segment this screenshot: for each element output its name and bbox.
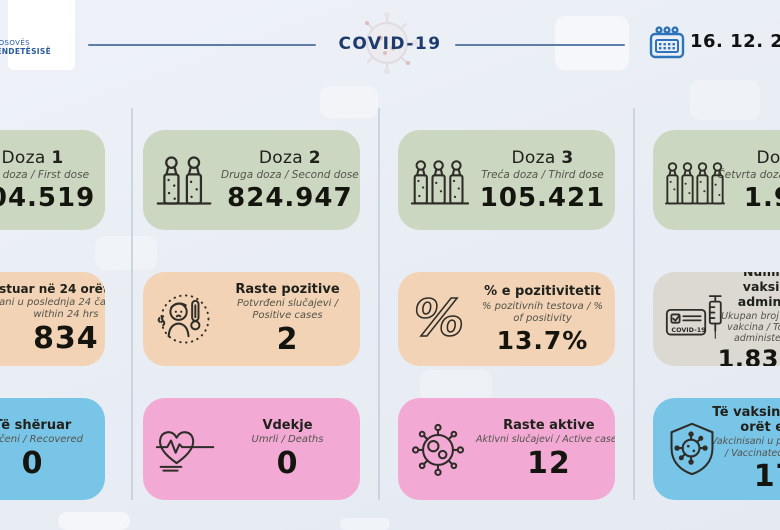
background-watermark — [340, 518, 390, 530]
svg-text:%: % — [414, 292, 464, 346]
card-subtitle: Aktivni slučajevi / Active cases — [476, 434, 615, 446]
card-value: 904.519 — [0, 182, 96, 213]
card-value: 1.836.787 — [717, 344, 780, 366]
ampoules-2-icon — [155, 153, 215, 207]
calendar-icon — [649, 26, 685, 59]
card-title: Doza 4 — [756, 148, 780, 169]
card-value: 2 — [276, 321, 299, 357]
sick-person-icon — [155, 292, 213, 346]
card-title: Doza 3 — [511, 148, 574, 169]
card-title: % e pozitivitetit — [484, 284, 601, 300]
svg-text:COVID-19: COVID-19 — [671, 326, 706, 334]
card-subtitle: Ukupan broj administriranih vakcina / To… — [721, 310, 780, 345]
card-value: 12 — [526, 445, 571, 481]
card-subtitle: Prva doza / First dose — [0, 169, 90, 182]
card-subtitle: Druga doza / Second dose — [221, 169, 359, 182]
card-title: Të testuar në 24 orët e fundit — [0, 282, 105, 297]
heart-pulse-icon — [155, 424, 217, 474]
card-recovered: Të shëruar Izlečeni / Recovered 0 — [0, 398, 105, 500]
card-value: 0 — [276, 445, 299, 481]
card-subtitle: Testirani u poslednja 24 časa / Tested w… — [0, 297, 105, 321]
column-divider — [633, 108, 635, 500]
card-positive-cases: Raste pozitive Potvrđeni slučajevi / Pos… — [143, 272, 360, 366]
card-value: 1.900 — [743, 182, 780, 213]
card-title: Të vaksinuarit në 24 orët e fundit — [712, 404, 780, 435]
card-title: Doza 2 — [258, 148, 321, 169]
card-value: 13.7% — [496, 325, 589, 355]
virus-watermark-icon — [356, 12, 418, 74]
card-title: Të shëruar — [0, 417, 72, 433]
card-title: Numri total i vaksinave të administruara — [737, 272, 780, 309]
card-dose-1: Doza 1 Prva doza / First dose 904.519 — [0, 130, 105, 230]
card-value: 0 — [21, 445, 44, 481]
card-tested-24h: Të testuar në 24 orët e fundit Testirani… — [0, 272, 105, 366]
page-title: COVID-19 — [338, 34, 442, 54]
percent-icon: % — [410, 292, 468, 346]
card-total-vaccines: COVID-19 Numri total i vaksinave të admi… — [653, 272, 780, 366]
card-title: Doza 1 — [1, 148, 64, 169]
card-deaths: Vdekje Umrli / Deaths 0 — [143, 398, 360, 500]
report-date: 16. 12. 2022 — [690, 31, 780, 52]
background-watermark — [95, 236, 157, 270]
card-vaccinated-24h: Të vaksinuarit në 24 orët e fundit Vakci… — [653, 398, 780, 500]
card-dose-3: Doza 3 Treća doza / Third dose 105.421 — [398, 130, 615, 230]
card-subtitle: Izlečeni / Recovered — [0, 433, 84, 445]
logo-text-line2: SHËNDETËSISË — [0, 47, 51, 56]
card-active-cases: Raste aktive Aktivni slučajevi / Active … — [398, 398, 615, 500]
card-subtitle: Četvrta doza / Fourth dose — [717, 169, 780, 182]
card-value: 105.421 — [479, 182, 606, 213]
card-dose-2: Doza 2 Druga doza / Second dose 824.947 — [143, 130, 360, 230]
shield-virus-icon — [665, 420, 719, 478]
background-watermark — [58, 512, 130, 530]
card-subtitle: Treća doza / Third dose — [481, 169, 604, 182]
ministry-logo — [8, 0, 75, 70]
card-subtitle: % pozitivnih testova / % of positivity — [481, 300, 604, 324]
header-divider-left — [88, 44, 316, 46]
card-subtitle: Vakcinisani u poslednja 24 časa / Vaccin… — [711, 436, 780, 459]
background-watermark — [690, 80, 760, 120]
header-divider-right — [455, 44, 625, 46]
card-positivity-rate: % % e pozitivitetit % pozitivnih testova… — [398, 272, 615, 366]
background-watermark — [320, 86, 378, 118]
card-dose-4: Doza 4 Četvrta doza / Fourth dose 1.900 — [653, 130, 780, 230]
card-value: 178 — [753, 459, 780, 495]
card-value: 834 — [33, 321, 99, 357]
card-title: Raste aktive — [503, 417, 595, 433]
column-divider — [378, 108, 380, 500]
column-divider — [131, 108, 133, 500]
card-title: Raste pozitive — [235, 281, 340, 297]
virus-icon — [410, 421, 466, 477]
vaccine-card-icon: COVID-19 — [665, 292, 729, 346]
card-subtitle: Umrli / Deaths — [251, 433, 324, 445]
card-subtitle: Potvrđeni slučajevi / Positive cases — [236, 297, 339, 321]
ampoules-4-icon — [665, 153, 725, 207]
card-value: 824.947 — [227, 182, 353, 213]
logo-text-line1: KOSOVËS — [0, 39, 30, 47]
card-title: Vdekje — [262, 417, 313, 433]
ampoules-3-icon — [410, 153, 470, 207]
